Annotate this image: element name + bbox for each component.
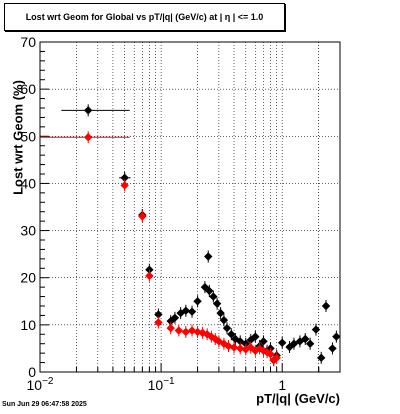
black-marker [259, 337, 268, 346]
y-tick-label: 50 [20, 128, 36, 144]
red-marker [154, 318, 163, 327]
red-marker [181, 327, 191, 337]
black-marker [311, 325, 321, 334]
black-marker [332, 332, 341, 341]
x-tick-label: 10−1 [148, 376, 175, 393]
axes: 0 10 20 30 40 50 60 70 10−2 10−1 1 [20, 34, 341, 393]
timestamp: Sun Jun 29 06:47:58 2025 [2, 401, 87, 408]
black-marker [222, 323, 232, 333]
red-marker [166, 323, 175, 333]
chart-title-box: Lost wrt Geom for Global vs pT/|q| (GeV/… [4, 3, 285, 31]
red-marker [266, 349, 275, 359]
black-marker [205, 286, 214, 296]
black-marker [216, 308, 225, 318]
plot-frame [39, 41, 341, 373]
black-marker [83, 106, 93, 115]
black-marker [278, 338, 287, 347]
black-marker [305, 339, 315, 348]
y-axis-label: Lost wrt Geom (%) [10, 80, 26, 195]
chart-title: Lost wrt Geom for Global vs pT/|q| (GeV/… [25, 12, 264, 22]
black-marker [227, 330, 236, 339]
black-marker [204, 252, 213, 261]
red-marker [120, 181, 129, 190]
black-marker [328, 344, 337, 353]
grid-lines [39, 42, 341, 372]
red-marker [229, 343, 239, 352]
red-marker [145, 271, 154, 281]
data-marks [40, 104, 341, 367]
black-marker [181, 306, 191, 315]
y-tick-label: 0 [28, 364, 36, 380]
y-tick-label: 20 [20, 270, 36, 286]
red-marker [138, 212, 147, 221]
black-marker [187, 307, 197, 316]
black-marker [120, 173, 129, 182]
black-marker [154, 310, 163, 319]
x-tick-label: 1 [278, 377, 286, 393]
y-tick-label: 70 [20, 34, 36, 50]
y-tick-label: 30 [20, 223, 36, 239]
red-marker [211, 334, 220, 344]
y-tick-label: 60 [20, 81, 36, 97]
red-marker [207, 332, 216, 341]
black-marker [170, 313, 180, 322]
black-marker [209, 292, 218, 301]
y-tick-label: 10 [20, 317, 36, 333]
black-marker [212, 299, 222, 308]
x-tick-label: 10−2 [27, 376, 54, 393]
black-marker [321, 301, 331, 311]
red-marker [272, 353, 281, 363]
black-marker [145, 265, 154, 274]
y-tick-label: 40 [20, 175, 36, 191]
black-marker [251, 332, 260, 341]
red-marker [236, 344, 245, 353]
black-marker [317, 353, 326, 363]
red-marker [174, 326, 184, 335]
red-marker [83, 133, 93, 142]
black-marker [219, 315, 229, 325]
x-axis-label: pT/|q| (GeV/c) [256, 391, 340, 406]
black-marker [301, 334, 310, 344]
black-marker [193, 297, 202, 306]
